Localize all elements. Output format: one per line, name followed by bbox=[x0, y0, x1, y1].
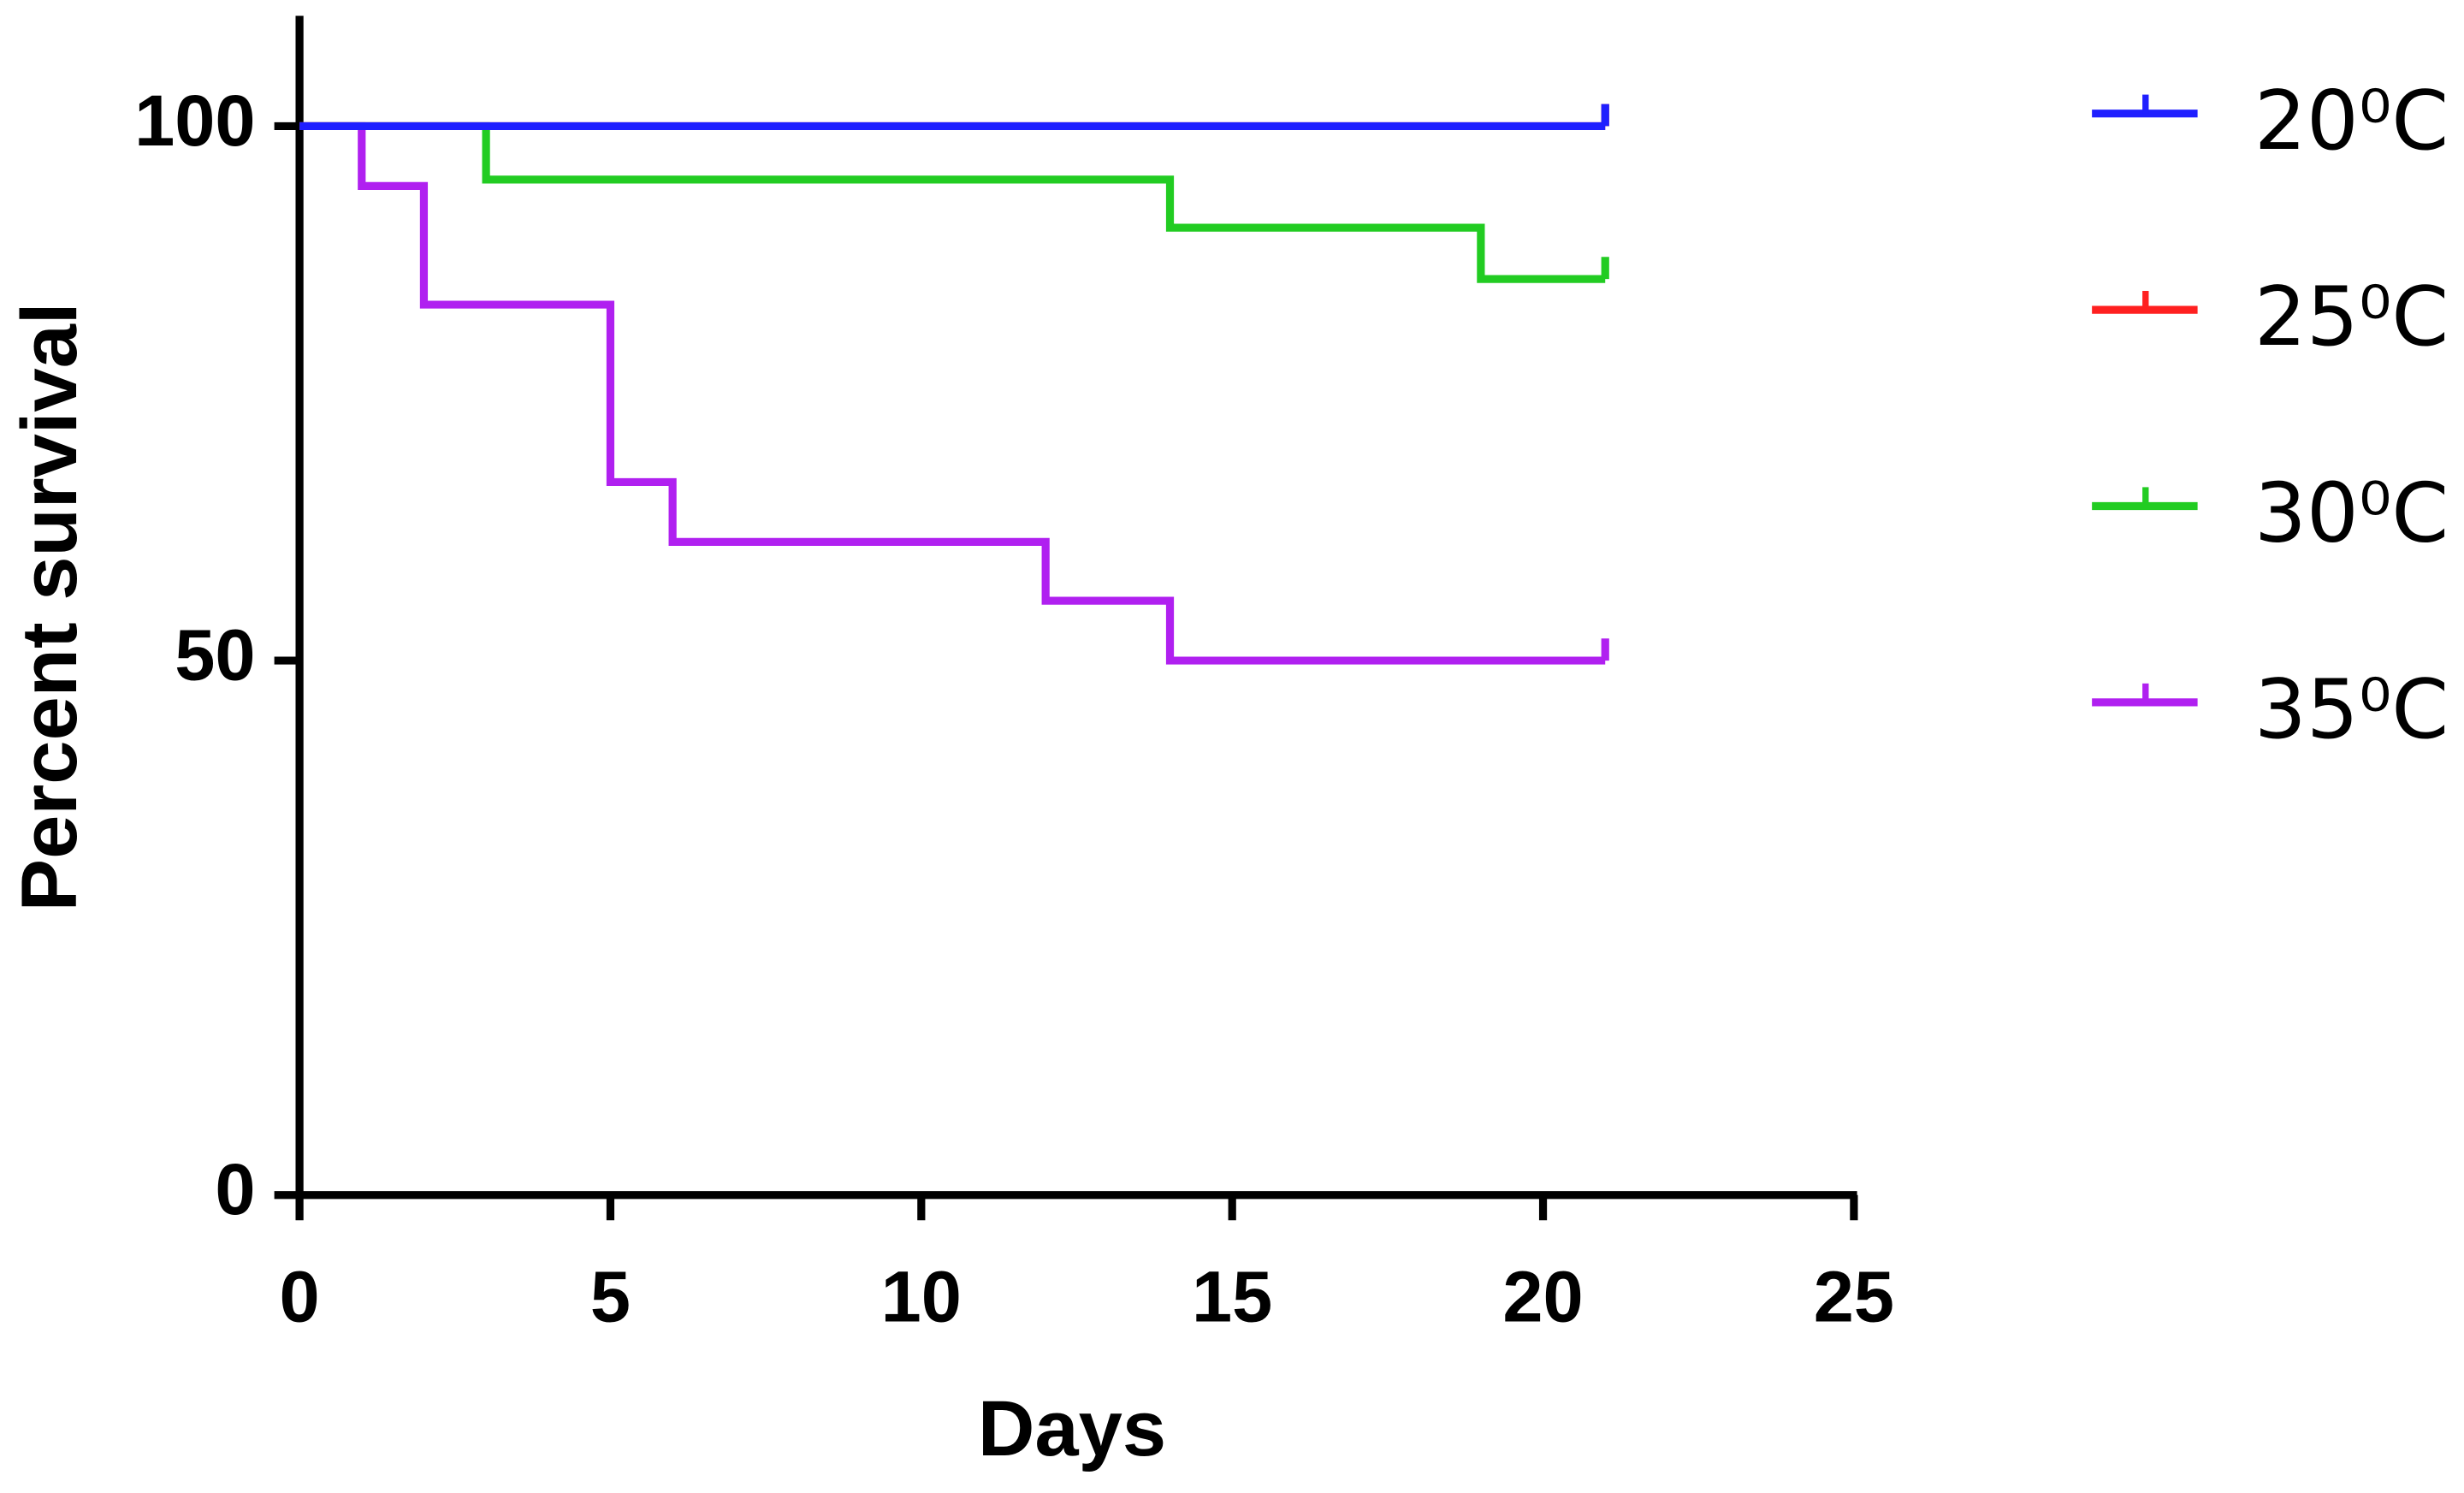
x-tick-label: 10 bbox=[881, 1255, 962, 1336]
y-axis-label: Percent survival bbox=[5, 303, 93, 912]
x-tick-label: 5 bbox=[590, 1255, 631, 1336]
legend-label: 25⁰C bbox=[2254, 269, 2449, 364]
x-tick-label: 20 bbox=[1502, 1255, 1583, 1336]
legend-label: 30⁰C bbox=[2254, 465, 2449, 561]
x-tick-label: 25 bbox=[1814, 1255, 1894, 1336]
survival-curve bbox=[299, 121, 1606, 283]
survival-curve bbox=[299, 121, 1606, 665]
y-tick-label: 50 bbox=[175, 613, 255, 695]
y-tick-label: 100 bbox=[134, 80, 255, 161]
x-tick-label: 0 bbox=[280, 1255, 320, 1336]
y-tick-label: 0 bbox=[215, 1148, 255, 1229]
legend-label: 20⁰C bbox=[2254, 73, 2449, 169]
x-tick-label: 15 bbox=[1192, 1255, 1272, 1336]
legend-label: 35⁰C bbox=[2254, 661, 2449, 757]
x-axis-label: Days bbox=[978, 1384, 1166, 1472]
